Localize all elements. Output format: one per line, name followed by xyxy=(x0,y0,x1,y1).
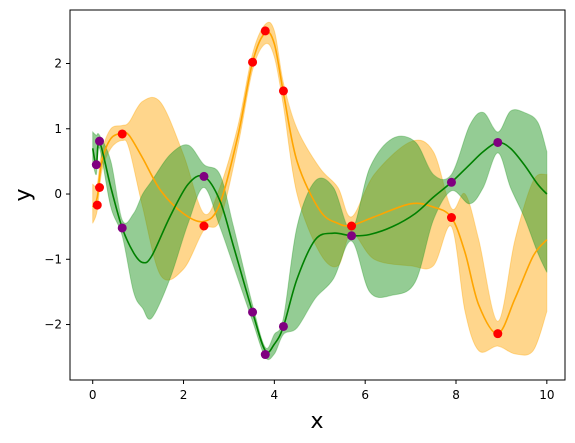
data-point-1-5 xyxy=(260,350,270,360)
x-tick-label: 10 xyxy=(539,388,554,402)
data-point-1-0 xyxy=(95,136,105,146)
data-point-0-8 xyxy=(446,213,456,223)
axes-frame xyxy=(69,9,566,381)
x-tick-label: 6 xyxy=(361,388,369,402)
plot-area xyxy=(91,21,548,361)
x-tick-label: 0 xyxy=(89,388,97,402)
y-tick-label: 2 xyxy=(54,57,62,71)
x-axis-label: x xyxy=(310,409,323,434)
data-point-0-4 xyxy=(248,57,258,67)
data-point-1-3 xyxy=(199,171,209,181)
data-point-1-8 xyxy=(446,177,456,187)
data-point-1-9 xyxy=(493,137,503,147)
mean-line-0 xyxy=(91,31,548,335)
x-tick-label: 2 xyxy=(180,388,188,402)
y-tick-label: −2 xyxy=(44,318,62,332)
y-tick-label: 0 xyxy=(54,187,62,201)
x-tick-label: 8 xyxy=(452,388,460,402)
data-point-1-2 xyxy=(117,223,127,233)
data-point-0-3 xyxy=(199,221,209,231)
data-point-0-7 xyxy=(347,221,357,231)
data-point-0-0 xyxy=(92,200,102,210)
y-axis-label: y xyxy=(11,188,36,201)
data-point-1-6 xyxy=(278,321,288,331)
x-axis: 0 2 4 6 8 10 xyxy=(89,380,554,402)
y-axis: 2 1 0 −1 −2 xyxy=(44,57,70,332)
data-point-1-1 xyxy=(91,160,101,170)
data-point-0-2 xyxy=(117,129,127,139)
data-point-0-5 xyxy=(260,26,270,36)
data-point-0-9 xyxy=(493,329,503,339)
y-tick-label: −1 xyxy=(44,252,62,266)
data-point-0-6 xyxy=(278,86,288,96)
x-tick-label: 4 xyxy=(271,388,279,402)
data-point-1-7 xyxy=(347,231,357,241)
data-point-0-1 xyxy=(95,182,105,192)
y-tick-label: 1 xyxy=(54,122,62,136)
data-point-1-4 xyxy=(248,307,258,317)
